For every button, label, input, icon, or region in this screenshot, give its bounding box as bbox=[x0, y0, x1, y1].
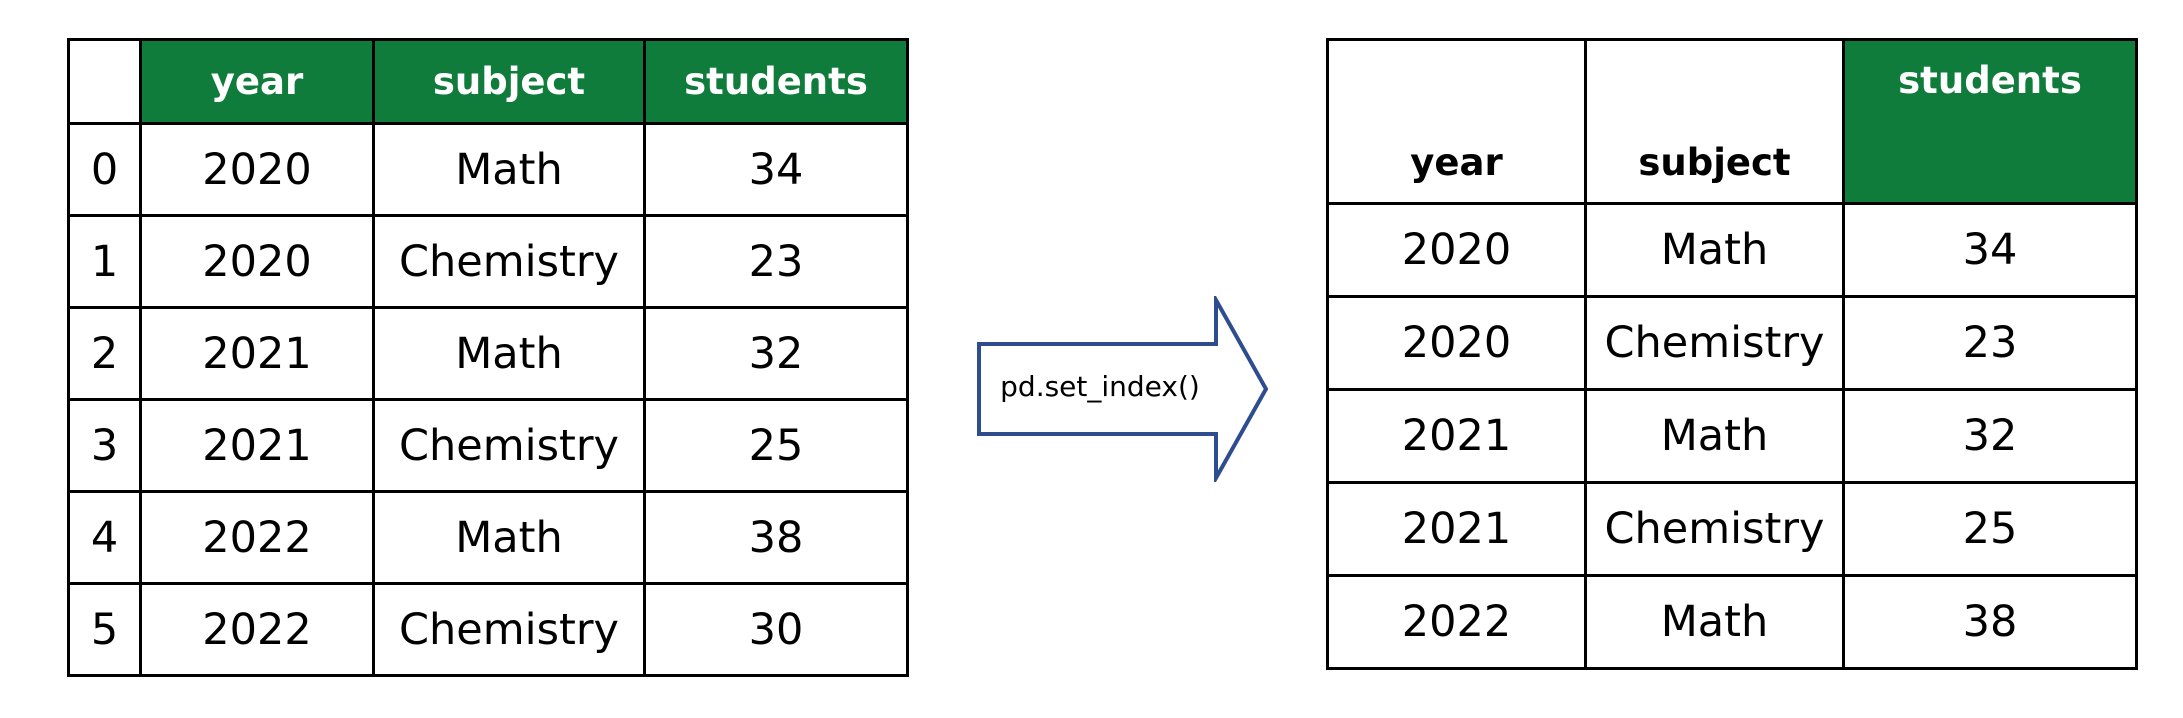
students-cell: 32 bbox=[643, 306, 909, 401]
students-cell: 34 bbox=[1842, 202, 2138, 298]
table-row: 5 2022 Chemistry 30 bbox=[67, 582, 909, 677]
subject-cell: Chemistry bbox=[372, 398, 646, 493]
students-cell: 34 bbox=[643, 122, 909, 217]
row-index: 3 bbox=[67, 398, 142, 493]
subject-cell: Chemistry bbox=[1584, 295, 1845, 391]
year-cell: 2021 bbox=[139, 306, 375, 401]
table-row: 2021 Chemistry 25 bbox=[1326, 481, 2138, 577]
table-row: 4 2022 Math 38 bbox=[67, 490, 909, 585]
operation-label: pd.set_index() bbox=[1000, 370, 1200, 403]
transform-arrow-icon bbox=[977, 296, 1269, 482]
table-row: 2020 Chemistry 23 bbox=[1326, 295, 2138, 391]
year-cell: 2021 bbox=[139, 398, 375, 493]
column-header-year: year bbox=[139, 38, 375, 125]
table-row: 3 2021 Chemistry 25 bbox=[67, 398, 909, 493]
subject-cell: Math bbox=[1584, 574, 1845, 670]
column-header-students: students bbox=[643, 38, 909, 125]
year-cell: 2021 bbox=[1326, 481, 1587, 577]
arrow-shape bbox=[977, 296, 1269, 482]
students-cell: 38 bbox=[1842, 574, 2138, 670]
students-cell: 32 bbox=[1842, 388, 2138, 484]
table-row: 0 2020 Math 34 bbox=[67, 122, 909, 217]
year-cell: 2021 bbox=[1326, 388, 1587, 484]
students-cell: 30 bbox=[643, 582, 909, 677]
header-row: year subject students bbox=[1326, 38, 2138, 205]
students-cell: 23 bbox=[1842, 295, 2138, 391]
year-cell: 2022 bbox=[139, 582, 375, 677]
index-corner-cell bbox=[67, 38, 142, 125]
table-row: 2022 Math 38 bbox=[1326, 574, 2138, 670]
subject-cell: Chemistry bbox=[372, 214, 646, 309]
year-cell: 2020 bbox=[139, 122, 375, 217]
index-header-subject: subject bbox=[1584, 38, 1845, 205]
indexed-dataframe-table: year subject students 2020 Math 34 2020 … bbox=[1326, 38, 2138, 670]
row-index: 1 bbox=[67, 214, 142, 309]
row-index: 4 bbox=[67, 490, 142, 585]
column-header-subject: subject bbox=[372, 38, 646, 125]
subject-cell: Math bbox=[372, 306, 646, 401]
table-row: 2020 Math 34 bbox=[1326, 202, 2138, 298]
table-row: 1 2020 Chemistry 23 bbox=[67, 214, 909, 309]
year-cell: 2020 bbox=[139, 214, 375, 309]
subject-cell: Math bbox=[1584, 202, 1845, 298]
subject-cell: Math bbox=[372, 122, 646, 217]
subject-cell: Chemistry bbox=[372, 582, 646, 677]
year-cell: 2020 bbox=[1326, 202, 1587, 298]
subject-cell: Math bbox=[372, 490, 646, 585]
subject-cell: Chemistry bbox=[1584, 481, 1845, 577]
students-cell: 38 bbox=[643, 490, 909, 585]
students-cell: 23 bbox=[643, 214, 909, 309]
students-cell: 25 bbox=[1842, 481, 2138, 577]
header-row: year subject students bbox=[67, 38, 909, 125]
subject-cell: Math bbox=[1584, 388, 1845, 484]
year-cell: 2022 bbox=[1326, 574, 1587, 670]
year-cell: 2020 bbox=[1326, 295, 1587, 391]
column-header-students: students bbox=[1842, 38, 2138, 205]
row-index: 5 bbox=[67, 582, 142, 677]
row-index: 2 bbox=[67, 306, 142, 401]
table-row: 2 2021 Math 32 bbox=[67, 306, 909, 401]
index-header-year: year bbox=[1326, 38, 1587, 205]
year-cell: 2022 bbox=[139, 490, 375, 585]
original-dataframe-table: year subject students 0 2020 Math 34 1 2… bbox=[67, 38, 909, 677]
row-index: 0 bbox=[67, 122, 142, 217]
students-cell: 25 bbox=[643, 398, 909, 493]
table-row: 2021 Math 32 bbox=[1326, 388, 2138, 484]
